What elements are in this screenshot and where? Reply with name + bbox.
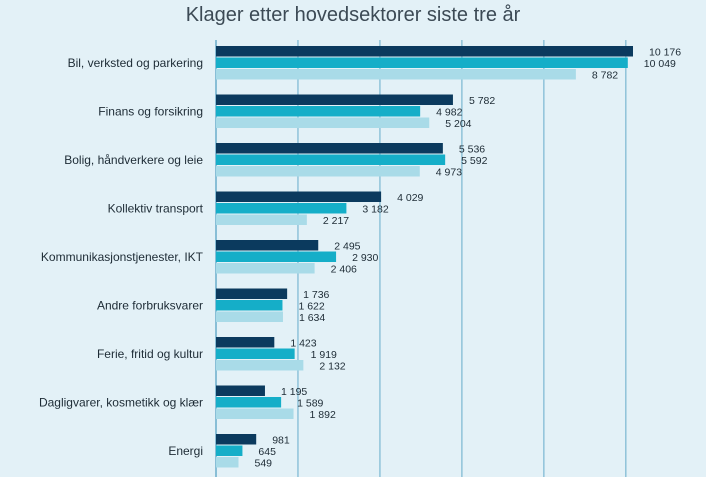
value-label: 1 736 [303,289,329,301]
value-label: 981 [272,434,290,446]
bar [216,203,347,214]
bar [216,263,315,274]
bar [216,69,576,80]
bar [216,397,282,408]
value-label: 1 423 [290,337,316,349]
category-label: Energi [168,444,203,458]
value-label: 3 182 [362,203,388,215]
value-label: 10 176 [649,46,681,58]
value-label: 1 892 [310,409,336,421]
category-label: Andre forbruksvarer [97,298,203,312]
bar [216,360,304,371]
category-label: Bolig, håndverkere og leie [64,153,203,167]
bar [216,251,337,262]
value-label: 4 982 [436,106,462,118]
bar [216,166,420,177]
value-label: 5 204 [445,118,471,130]
value-label: 2 406 [331,263,357,275]
value-label: 2 217 [323,215,349,227]
category-label: Ferie, fritid og kultur [97,347,203,361]
bar [216,385,265,396]
bar [216,408,294,419]
bar [216,94,453,105]
category-label: Kommunikasjonstjenester, IKT [41,250,204,264]
bar [216,300,283,311]
value-label: 5 536 [459,143,485,155]
bar [216,214,307,225]
bar [216,191,382,202]
value-label: 4 029 [397,192,423,204]
category-label: Bil, verksted og parkering [68,56,203,70]
value-label: 645 [258,446,276,458]
bar [216,117,430,128]
value-label: 1 622 [298,300,324,312]
bar [216,457,239,468]
bar [216,106,421,117]
bar [216,154,446,165]
bar [216,288,288,299]
bar [216,143,443,154]
value-label: 5 782 [469,95,495,107]
bar [216,434,257,445]
value-label: 8 782 [592,69,618,81]
value-label: 10 049 [644,58,676,70]
bar [216,46,633,57]
value-label: 2 495 [334,240,360,252]
category-label: Dagligvarer, kosmetikk og klær [39,395,203,409]
bar [216,348,295,359]
value-label: 1 195 [281,386,307,398]
value-label: 2 132 [319,360,345,372]
value-label: 1 634 [299,312,325,324]
bar [216,240,319,251]
value-label: 549 [254,457,272,469]
chart-title: Klager etter hovedsektorer siste tre år [185,4,521,26]
value-label: 5 592 [461,155,487,167]
bar [216,337,275,348]
value-label: 1 589 [297,397,323,409]
bar [216,445,243,456]
bar [216,311,283,322]
value-label: 4 973 [436,166,462,178]
value-label: 1 919 [311,349,337,361]
value-label: 2 930 [352,252,378,264]
bar [216,57,628,68]
category-label: Finans og forsikring [98,104,203,118]
category-label: Kollektiv transport [108,201,204,215]
